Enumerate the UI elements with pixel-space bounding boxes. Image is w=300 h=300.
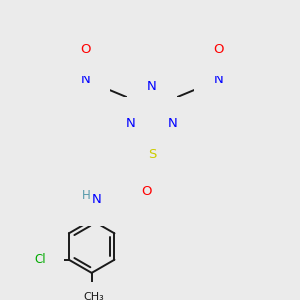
Text: N: N [81,74,90,86]
Text: N: N [168,117,178,130]
Text: Cl: Cl [35,253,46,266]
Text: O: O [141,185,152,199]
Text: O: O [80,44,91,56]
Text: S: S [148,148,156,161]
Text: N: N [126,117,136,130]
Text: N: N [147,80,157,93]
Text: N: N [213,74,223,86]
Text: H: H [82,189,90,202]
Text: CH₃: CH₃ [83,292,104,300]
Text: O: O [213,44,224,56]
Text: N: N [92,193,101,206]
